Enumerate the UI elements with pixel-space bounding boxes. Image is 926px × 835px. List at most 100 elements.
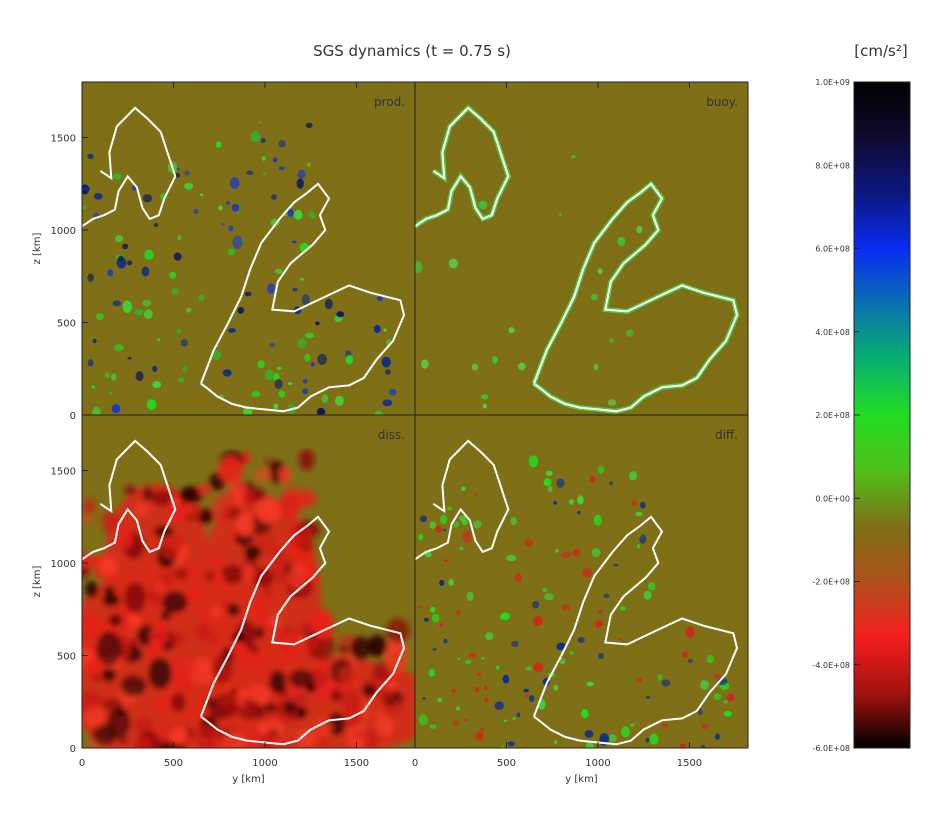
texture-blob (279, 485, 305, 518)
texture-blob (282, 701, 297, 715)
texture-blob (478, 200, 488, 210)
texture-blob (134, 501, 148, 517)
texture-blob (194, 657, 213, 672)
texture-blob (619, 606, 626, 611)
texture-blob (571, 154, 576, 159)
texture-blob (473, 520, 482, 529)
texture-blob (124, 582, 146, 613)
texture-blob (376, 296, 383, 302)
texture-blob (237, 307, 245, 314)
texture-blob (415, 261, 423, 274)
texture-blob (87, 153, 94, 159)
texture-blob (194, 623, 211, 640)
texture-blob (184, 170, 190, 176)
texture-blob (455, 706, 461, 711)
texture-blob (120, 675, 147, 697)
texture-blob (179, 486, 203, 504)
texture-blob (211, 574, 225, 583)
texture-blob (418, 534, 424, 540)
texture-blob (582, 568, 592, 578)
texture-blob (621, 726, 630, 738)
texture-blob (572, 549, 581, 557)
texture-blob (321, 394, 329, 404)
texture-blob (503, 719, 508, 722)
y-axis-label: z [km] (32, 566, 43, 598)
y-tick-label: 0 (70, 411, 76, 422)
texture-blob (439, 579, 445, 587)
texture-blob (316, 407, 326, 415)
texture-blob (314, 717, 334, 738)
texture-blob (524, 694, 530, 698)
texture-blob (657, 674, 663, 681)
texture-blob (726, 693, 735, 702)
texture-blob (577, 637, 585, 643)
texture-blob (177, 377, 185, 383)
texture-blob (278, 166, 285, 171)
texture-blob (475, 731, 484, 741)
y-axis-label: z [km] (32, 233, 43, 265)
texture-blob (443, 638, 448, 644)
texture-blob (134, 308, 144, 316)
texture-blob (222, 601, 231, 608)
texture-blob (217, 456, 243, 484)
texture-blob (556, 642, 566, 651)
texture-blob (276, 366, 282, 370)
texture-blob (254, 626, 265, 639)
texture-blob (310, 362, 315, 367)
texture-blob (382, 399, 393, 407)
colorbar-tick-label: 0.0E+00 (815, 494, 850, 503)
texture-blob (603, 593, 610, 598)
panel-label: prod. (374, 95, 405, 109)
texture-blob (376, 716, 393, 736)
texture-blob (142, 299, 152, 307)
texture-blob (101, 668, 116, 682)
texture-blob (177, 235, 182, 241)
texture-blob (518, 362, 526, 371)
contour-line-1 (199, 182, 406, 413)
texture-blob (700, 745, 706, 748)
texture-blob (636, 225, 643, 234)
texture-blob (146, 399, 157, 410)
texture-blob (91, 385, 96, 389)
texture-blob (244, 545, 262, 560)
texture-blob (231, 641, 248, 658)
texture-blob (373, 324, 381, 334)
texture-blob (115, 235, 124, 243)
texture-blob (255, 605, 269, 624)
texture-blob (533, 616, 543, 627)
colorbar-tick-label: -2.0E+08 (812, 578, 850, 587)
texture-blob (157, 338, 161, 342)
texture-blob (713, 693, 722, 700)
texture-blob (99, 556, 118, 576)
texture-blob (381, 356, 391, 368)
texture-blob (377, 689, 395, 700)
texture-blob (556, 478, 565, 488)
texture-blob (485, 632, 494, 641)
texture-blob (430, 606, 436, 613)
texture-blob (598, 652, 604, 660)
texture-blob (464, 718, 469, 722)
y-tick-label: 1000 (51, 559, 76, 570)
texture-blob (481, 656, 485, 660)
contour-line-0 (82, 439, 177, 561)
texture-blob (274, 268, 283, 274)
panel-background (415, 82, 748, 415)
texture-blob (124, 485, 137, 496)
texture-blob (584, 730, 594, 738)
texture-blob (292, 287, 298, 292)
texture-blob (122, 300, 132, 313)
texture-blob (492, 356, 498, 364)
texture-blob (176, 328, 182, 334)
texture-blob (453, 720, 459, 727)
contour-line-1 (199, 515, 406, 746)
texture-blob (417, 605, 422, 608)
texture-blob (593, 363, 599, 371)
texture-blob (483, 685, 488, 691)
texture-blob (241, 488, 255, 507)
texture-blob (102, 593, 120, 607)
texture-blob (142, 487, 154, 501)
texture-blob (227, 248, 236, 256)
texture-blob (421, 359, 429, 369)
texture-blob (299, 277, 305, 281)
texture-blob (284, 213, 288, 217)
